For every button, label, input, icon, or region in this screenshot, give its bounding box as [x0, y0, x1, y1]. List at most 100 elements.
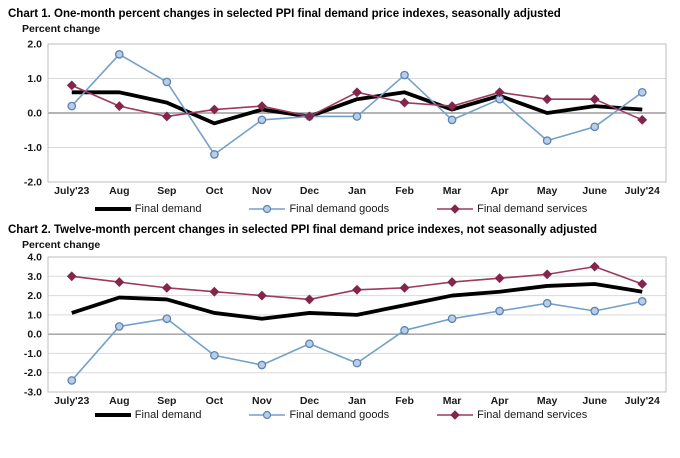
- data-point-marker: [589, 94, 600, 105]
- legend-item-final-demand-services: Final demand services: [435, 203, 587, 215]
- legend-item-final-demand: Final demand: [93, 409, 202, 421]
- data-point-marker: [304, 111, 315, 122]
- data-point-marker: [542, 94, 553, 105]
- ppi-charts-page: Chart 1. One-month percent changes in se…: [0, 0, 680, 423]
- data-point-marker: [257, 290, 267, 301]
- x-tick-label: July'23: [54, 395, 89, 406]
- x-tick-label: Jan: [348, 395, 366, 406]
- y-tick-label: -2.0: [24, 177, 42, 189]
- data-point-marker: [494, 273, 505, 284]
- data-point-marker: [447, 115, 457, 125]
- y-tick-label: 1.0: [27, 73, 42, 85]
- x-tick-label: June: [582, 185, 607, 197]
- x-tick-label: July'24: [625, 185, 660, 197]
- data-point-marker: [542, 298, 552, 308]
- data-point-marker: [400, 325, 409, 335]
- data-point-marker: [161, 282, 172, 293]
- series-final-demand-services: [66, 261, 648, 305]
- data-point-marker: [589, 261, 600, 272]
- series-final-demand-goods: [67, 297, 647, 385]
- y-tick-label: -2.0: [24, 367, 42, 379]
- data-point-marker: [66, 80, 77, 91]
- data-point-marker: [542, 269, 553, 280]
- series-final-demand-goods: [67, 50, 647, 159]
- chart1-y-axis-label: Percent change: [22, 23, 101, 35]
- data-point-marker: [637, 279, 648, 289]
- series-line: [71, 90, 643, 126]
- x-tick-label: Feb: [395, 395, 414, 406]
- legend-label: Final demand goods: [289, 409, 390, 421]
- data-point-marker: [305, 339, 314, 349]
- x-tick-label: June: [582, 395, 607, 406]
- x-tick-label: Sep: [157, 185, 176, 197]
- chart2-title: Chart 2. Twelve-month percent changes in…: [8, 224, 598, 236]
- series-final-demand: [71, 282, 643, 321]
- y-tick-label: -1.0: [24, 348, 42, 360]
- final-demand-services-line-swatch-icon: [437, 204, 474, 214]
- chart1-block: Chart 1. One-month percent changes in se…: [0, 0, 680, 217]
- chart2-block: Chart 2. Twelve-month percent changes in…: [0, 217, 680, 423]
- swatch-marker: [450, 410, 460, 420]
- x-tick-label: Sep: [157, 395, 176, 406]
- data-point-marker: [590, 306, 600, 316]
- series-final-demand: [71, 90, 643, 126]
- x-tick-label: Aug: [109, 395, 129, 406]
- y-tick-label: 0.0: [27, 329, 42, 341]
- y-tick-label: 2.0: [27, 290, 42, 302]
- data-point-marker: [161, 111, 172, 122]
- data-point-marker: [162, 314, 172, 324]
- data-point-marker: [352, 358, 362, 368]
- series-line: [71, 282, 643, 321]
- data-point-marker: [114, 50, 124, 59]
- chart1-plot-area: 2.0 1.0 0.0 -1.0 -2.0 July'23 Aug Sep Oct Nov Dec J…: [24, 39, 667, 197]
- data-point-marker: [209, 104, 220, 115]
- series-final-demand-services: [66, 80, 648, 125]
- legend-item-final-demand-goods: Final demand goods: [247, 203, 389, 215]
- chart2-y-axis-label: Percent change: [22, 239, 101, 251]
- data-point-marker: [114, 101, 125, 112]
- legend-label: Final demand services: [477, 203, 588, 215]
- data-point-marker: [637, 87, 647, 97]
- data-point-marker: [162, 77, 172, 87]
- data-point-marker: [447, 101, 457, 112]
- legend-label: Final demand services: [477, 409, 588, 421]
- final-demand-services-line-swatch-icon: [437, 410, 474, 420]
- swatch-marker: [450, 204, 460, 214]
- data-point-marker: [447, 277, 457, 287]
- data-point-marker: [210, 150, 219, 159]
- y-tick-label: 3.0: [27, 271, 42, 283]
- y-tick-label: -1.0: [24, 142, 42, 154]
- final-demand-line-swatch-icon: [94, 207, 131, 211]
- data-point-marker: [114, 277, 125, 287]
- data-point-marker: [257, 101, 267, 112]
- y-tick-label: 1.0: [27, 309, 42, 321]
- x-tick-label: Apr: [491, 185, 509, 197]
- plot-border: [47, 256, 667, 393]
- data-point-marker: [66, 271, 77, 282]
- x-tick-label: July'23: [54, 185, 89, 197]
- y-tick-label: -3.0: [24, 387, 42, 399]
- x-tick-label: Aug: [109, 185, 129, 197]
- data-point-marker: [304, 294, 315, 305]
- y-tick-label: 4.0: [27, 252, 42, 264]
- legend-item-final-demand: Final demand: [93, 203, 201, 215]
- x-tick-label: May: [537, 395, 558, 406]
- data-point-marker: [637, 114, 648, 125]
- data-point-marker: [67, 101, 77, 111]
- data-point-marker: [352, 87, 362, 98]
- data-point-marker: [209, 286, 220, 297]
- series-line: [71, 53, 643, 156]
- x-tick-label: Nov: [252, 185, 272, 197]
- data-point-marker: [352, 112, 362, 121]
- data-point-marker: [257, 360, 267, 370]
- legend-label: Final demand: [134, 409, 202, 421]
- x-tick-label: Nov: [252, 395, 272, 406]
- y-tick-label: 2.0: [27, 39, 42, 51]
- x-tick-label: Apr: [491, 395, 509, 406]
- legend-item-final-demand-services: Final demand services: [435, 409, 587, 421]
- chart2-legend: Final demand Final demand goods Final dema…: [0, 407, 680, 423]
- data-point-marker: [352, 284, 362, 295]
- x-tick-label: Mar: [443, 395, 462, 406]
- legend-label: Final demand goods: [289, 203, 390, 215]
- data-point-marker: [494, 87, 505, 98]
